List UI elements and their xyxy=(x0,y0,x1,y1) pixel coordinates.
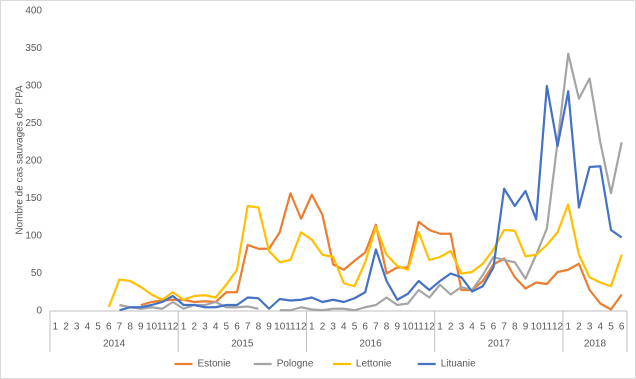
x-tick-label: 1 xyxy=(309,322,315,333)
x-tick-label: 2 xyxy=(320,322,326,333)
x-tick-label: 5 xyxy=(608,322,614,333)
y-tick-label: 250 xyxy=(25,118,42,129)
x-tick-label: 9 xyxy=(266,322,272,333)
x-tick-label: 2 xyxy=(63,322,69,333)
x-tick-label: 3 xyxy=(587,322,593,333)
x-tick-label: 7 xyxy=(245,322,251,333)
x-tick-label: 6 xyxy=(234,322,240,333)
y-axis-label: Nombre de cas sauvages de PPA xyxy=(15,85,26,235)
series-line xyxy=(119,84,623,312)
x-tick-label: 11 xyxy=(542,322,553,333)
x-tick-label: 2 xyxy=(448,322,454,333)
x-tick-label: 8 xyxy=(384,322,390,333)
legend-label: Lettonie xyxy=(356,359,392,370)
y-tick-label: 100 xyxy=(25,231,42,242)
x-tick-label: 8 xyxy=(256,322,262,333)
x-tick-label: 6 xyxy=(362,322,368,333)
legend-label: Pologne xyxy=(277,359,314,370)
x-tick-label: 4 xyxy=(341,322,347,333)
x-tick-label: 2 xyxy=(191,322,197,333)
x-tick-label: 4 xyxy=(213,322,219,333)
y-tick-label: 200 xyxy=(25,156,42,167)
x-tick-label: 11 xyxy=(157,322,168,333)
y-tick-label: 50 xyxy=(31,268,43,279)
x-tick-label: 2 xyxy=(576,322,582,333)
x-tick-label: 5 xyxy=(480,322,486,333)
x-tick-label: 3 xyxy=(459,322,465,333)
x-tick-label: 12 xyxy=(424,322,436,333)
x-tick-label: 1 xyxy=(181,322,187,333)
x-tick-label: 12 xyxy=(296,322,308,333)
x-tick-label: 1 xyxy=(437,322,443,333)
x-tick-label: 11 xyxy=(285,322,296,333)
x-tick-label: 6 xyxy=(619,322,625,333)
legend-label: Lituanie xyxy=(441,359,476,370)
x-tick-label: 7 xyxy=(373,322,379,333)
x-tick-label: 5 xyxy=(352,322,358,333)
series-line xyxy=(140,192,623,311)
x-tick-label: 5 xyxy=(95,322,101,333)
series-line xyxy=(107,203,623,308)
x-tick-label: 3 xyxy=(330,322,336,333)
x-tick-label: 4 xyxy=(469,322,475,333)
x-tick-label: 7 xyxy=(501,322,507,333)
x-tick-label: 1 xyxy=(53,322,59,333)
x-tick-label: 9 xyxy=(523,322,529,333)
series-line xyxy=(119,52,623,312)
x-tick-label: 10 xyxy=(531,322,543,333)
group-label: 2016 xyxy=(359,339,382,350)
y-tick-label: 350 xyxy=(25,43,42,54)
group-label: 2015 xyxy=(231,339,254,350)
x-tick-label: 3 xyxy=(74,322,80,333)
group-label: 2018 xyxy=(584,339,607,350)
x-tick-label: 10 xyxy=(402,322,414,333)
y-tick-label: 300 xyxy=(25,81,42,92)
y-tick-label: 400 xyxy=(25,6,42,17)
y-tick-label: 150 xyxy=(25,193,42,204)
x-tick-label: 12 xyxy=(167,322,179,333)
x-tick-label: 6 xyxy=(491,322,497,333)
group-label: 2014 xyxy=(103,339,126,350)
x-tick-label: 9 xyxy=(138,322,144,333)
x-tick-label: 9 xyxy=(394,322,400,333)
x-tick-label: 10 xyxy=(146,322,158,333)
x-tick-label: 4 xyxy=(85,322,91,333)
x-tick-label: 7 xyxy=(117,322,123,333)
x-tick-label: 10 xyxy=(274,322,286,333)
x-tick-label: 12 xyxy=(552,322,564,333)
x-tick-label: 8 xyxy=(512,322,518,333)
x-tick-label: 1 xyxy=(565,322,571,333)
x-tick-label: 3 xyxy=(202,322,208,333)
x-tick-label: 4 xyxy=(598,322,604,333)
group-label: 2017 xyxy=(488,339,511,350)
y-tick-label: 0 xyxy=(36,306,42,317)
x-tick-label: 8 xyxy=(127,322,133,333)
x-tick-label: 6 xyxy=(106,322,112,333)
legend-label: Estonie xyxy=(198,359,232,370)
x-tick-label: 11 xyxy=(413,322,424,333)
x-tick-label: 5 xyxy=(224,322,230,333)
